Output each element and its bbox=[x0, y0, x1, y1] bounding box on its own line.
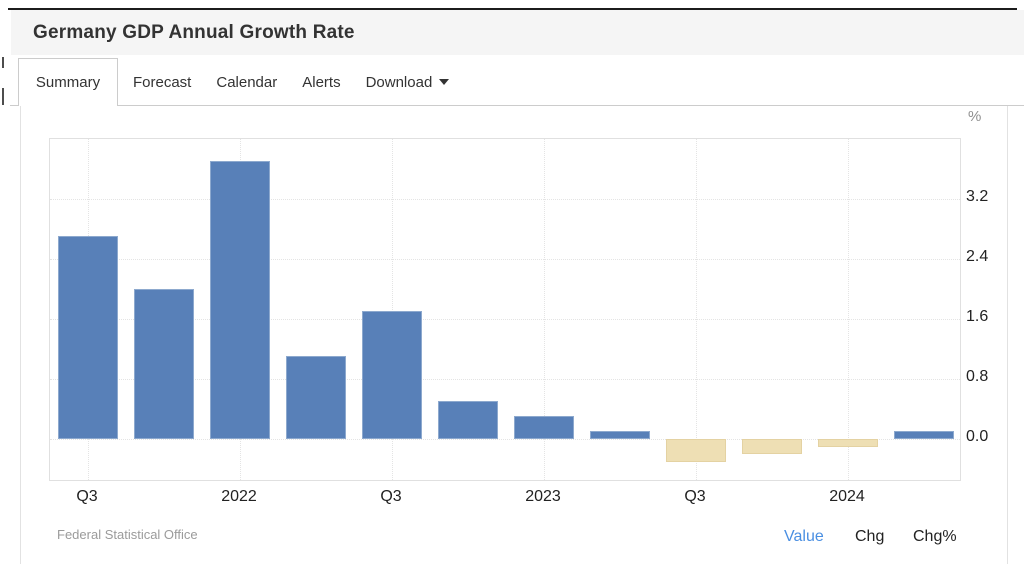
grid-line-horizontal bbox=[50, 259, 960, 260]
bar bbox=[438, 401, 498, 439]
bar bbox=[894, 431, 954, 439]
footer-link-value[interactable]: Value bbox=[784, 528, 824, 545]
grid-line-vertical bbox=[848, 139, 849, 480]
left-edge-mark bbox=[2, 57, 4, 68]
grid-line-horizontal bbox=[50, 439, 960, 440]
x-tick-label: 2022 bbox=[221, 488, 257, 505]
tab-download[interactable]: Download bbox=[366, 74, 450, 91]
bar bbox=[666, 439, 726, 462]
tab-bar-border bbox=[10, 105, 1024, 106]
y-tick-label: 3.2 bbox=[966, 188, 989, 205]
bar bbox=[818, 439, 878, 447]
footer-link-chgpct[interactable]: Chg% bbox=[913, 528, 957, 545]
tab-download-label: Download bbox=[365, 73, 433, 91]
bar bbox=[742, 439, 802, 454]
bar bbox=[286, 356, 346, 439]
grid-line-vertical bbox=[696, 139, 697, 480]
left-edge-mark bbox=[2, 88, 4, 105]
x-tick-label: Q3 bbox=[684, 488, 706, 505]
chevron-down-icon bbox=[439, 78, 450, 85]
grid-line-horizontal bbox=[50, 319, 960, 320]
y-tick-label: 1.6 bbox=[966, 308, 989, 325]
bar bbox=[362, 311, 422, 439]
bar bbox=[210, 161, 270, 439]
tab-calendar[interactable]: Calendar bbox=[216, 73, 278, 91]
tab-summary[interactable]: Summary bbox=[18, 58, 118, 106]
y-tick-label: 0.8 bbox=[966, 368, 989, 385]
x-tick-label: Q3 bbox=[76, 488, 98, 505]
grid-line-horizontal bbox=[50, 379, 960, 380]
bar bbox=[134, 289, 194, 439]
tab-row: Forecast Calendar Alerts Download bbox=[118, 58, 462, 106]
bar bbox=[58, 236, 118, 439]
page-title: Germany GDP Annual Growth Rate bbox=[33, 21, 355, 43]
grid-line-vertical bbox=[544, 139, 545, 480]
y-axis-unit-label: % bbox=[968, 108, 982, 125]
grid-line-horizontal bbox=[50, 199, 960, 200]
grid-line-vertical bbox=[392, 139, 393, 480]
top-accent-border bbox=[8, 8, 1017, 10]
source-attribution: Federal Statistical Office bbox=[57, 527, 198, 542]
tab-forecast[interactable]: Forecast bbox=[133, 73, 192, 91]
bar bbox=[514, 416, 574, 439]
footer-link-chg[interactable]: Chg bbox=[855, 528, 885, 545]
tab-alerts[interactable]: Alerts bbox=[302, 73, 341, 91]
title-bar: Germany GDP Annual Growth Rate bbox=[11, 10, 1024, 55]
y-tick-label: 0.0 bbox=[966, 428, 989, 445]
tab-summary-label: Summary bbox=[35, 74, 101, 91]
y-tick-label: 2.4 bbox=[966, 248, 989, 265]
plot-area bbox=[49, 138, 961, 481]
bar bbox=[590, 431, 650, 439]
x-tick-label: Q3 bbox=[380, 488, 402, 505]
x-tick-label: 2024 bbox=[829, 488, 865, 505]
x-tick-label: 2023 bbox=[525, 488, 561, 505]
